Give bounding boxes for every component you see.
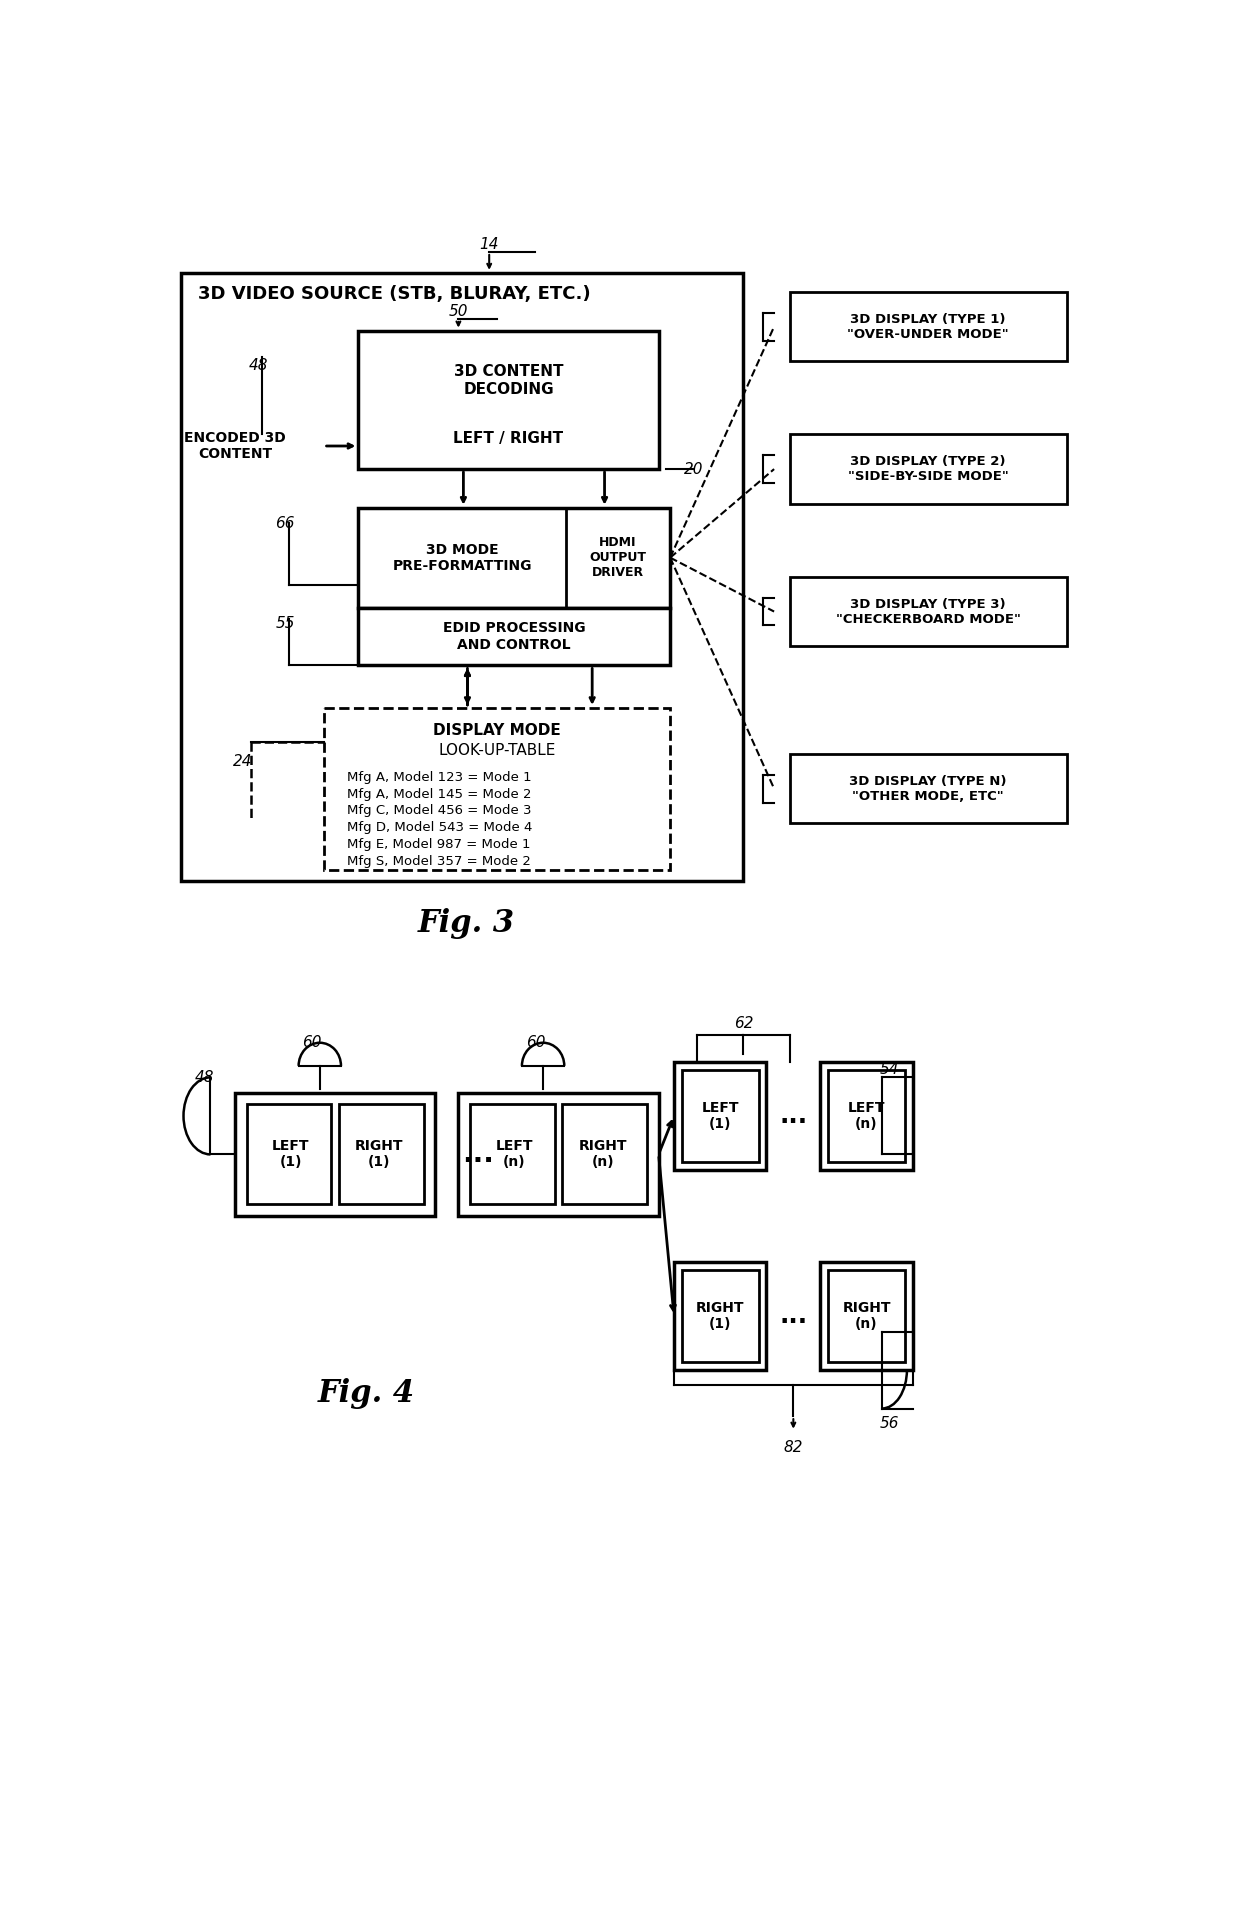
- Text: LEFT
(n): LEFT (n): [848, 1100, 885, 1131]
- Text: RIGHT
(n): RIGHT (n): [842, 1302, 890, 1331]
- Text: 3D VIDEO SOURCE (STB, BLURAY, ETC.): 3D VIDEO SOURCE (STB, BLURAY, ETC.): [198, 286, 591, 303]
- Text: Mfg C, Model 456 = Mode 3: Mfg C, Model 456 = Mode 3: [347, 804, 531, 818]
- Text: 24: 24: [233, 755, 253, 770]
- Bar: [828, 1269, 905, 1363]
- Text: 48: 48: [248, 357, 268, 372]
- Bar: [324, 708, 670, 870]
- Bar: [675, 1062, 766, 1169]
- Text: 66: 66: [275, 515, 295, 530]
- Text: 54: 54: [880, 1062, 899, 1077]
- Text: 3D DISPLAY (TYPE N)
"OTHER MODE, ETC": 3D DISPLAY (TYPE N) "OTHER MODE, ETC": [849, 774, 1007, 803]
- Text: EDID PROCESSING
AND CONTROL: EDID PROCESSING AND CONTROL: [443, 622, 585, 651]
- Text: LEFT
(1): LEFT (1): [702, 1100, 739, 1131]
- Text: 20: 20: [683, 461, 703, 476]
- Bar: [563, 1104, 647, 1204]
- Text: Mfg D, Model 543 = Mode 4: Mfg D, Model 543 = Mode 4: [347, 822, 532, 835]
- Text: 55: 55: [275, 616, 295, 630]
- Text: 62: 62: [734, 1016, 753, 1031]
- Text: 60: 60: [526, 1035, 546, 1050]
- Text: Fig. 4: Fig. 4: [317, 1379, 414, 1409]
- Bar: [459, 1092, 658, 1215]
- Text: LOOK-UP-TABLE: LOOK-UP-TABLE: [438, 743, 556, 758]
- Text: 48: 48: [195, 1069, 215, 1085]
- Text: LEFT
(1): LEFT (1): [272, 1139, 310, 1169]
- Text: LEFT / RIGHT: LEFT / RIGHT: [454, 430, 563, 445]
- Text: Mfg A, Model 123 = Mode 1: Mfg A, Model 123 = Mode 1: [347, 770, 532, 783]
- Bar: [358, 330, 658, 468]
- Bar: [470, 1104, 554, 1204]
- Bar: [236, 1092, 435, 1215]
- Text: Fig. 3: Fig. 3: [418, 908, 515, 939]
- Text: DISPLAY MODE: DISPLAY MODE: [433, 724, 560, 739]
- Bar: [358, 609, 670, 666]
- Text: 60: 60: [303, 1035, 322, 1050]
- Bar: [790, 434, 1066, 503]
- Bar: [181, 273, 743, 881]
- Bar: [247, 1104, 331, 1204]
- Bar: [790, 755, 1066, 824]
- Text: ...: ...: [461, 1140, 494, 1169]
- Bar: [358, 507, 670, 609]
- Text: 3D CONTENT
DECODING: 3D CONTENT DECODING: [454, 365, 563, 397]
- Bar: [790, 576, 1066, 647]
- Bar: [821, 1062, 913, 1169]
- Bar: [675, 1261, 766, 1371]
- Text: ...: ...: [779, 1304, 807, 1329]
- Text: Mfg E, Model 987 = Mode 1: Mfg E, Model 987 = Mode 1: [347, 839, 531, 851]
- Text: 56: 56: [880, 1417, 899, 1432]
- Text: 3D MODE
PRE-FORMATTING: 3D MODE PRE-FORMATTING: [393, 543, 532, 572]
- Text: ENCODED 3D
CONTENT: ENCODED 3D CONTENT: [185, 430, 286, 461]
- Text: RIGHT
(n): RIGHT (n): [579, 1139, 627, 1169]
- Bar: [682, 1069, 759, 1162]
- Text: Mfg A, Model 145 = Mode 2: Mfg A, Model 145 = Mode 2: [347, 787, 531, 801]
- Text: 3D DISPLAY (TYPE 1)
"OVER-UNDER MODE": 3D DISPLAY (TYPE 1) "OVER-UNDER MODE": [847, 313, 1009, 340]
- Bar: [790, 292, 1066, 361]
- Text: 14: 14: [480, 236, 498, 252]
- Text: 3D DISPLAY (TYPE 3)
"CHECKERBOARD MODE": 3D DISPLAY (TYPE 3) "CHECKERBOARD MODE": [836, 597, 1021, 626]
- Text: 3D DISPLAY (TYPE 2)
"SIDE-BY-SIDE MODE": 3D DISPLAY (TYPE 2) "SIDE-BY-SIDE MODE": [848, 455, 1008, 484]
- Text: RIGHT
(1): RIGHT (1): [355, 1139, 404, 1169]
- Text: ...: ...: [779, 1104, 807, 1127]
- Bar: [682, 1269, 759, 1363]
- Bar: [339, 1104, 424, 1204]
- Text: Mfg S, Model 357 = Mode 2: Mfg S, Model 357 = Mode 2: [347, 854, 531, 868]
- Text: HDMI
OUTPUT
DRIVER: HDMI OUTPUT DRIVER: [589, 536, 646, 580]
- Text: 50: 50: [449, 303, 469, 319]
- Bar: [828, 1069, 905, 1162]
- Text: LEFT
(n): LEFT (n): [496, 1139, 533, 1169]
- Text: 82: 82: [784, 1440, 804, 1455]
- Bar: [821, 1261, 913, 1371]
- Text: RIGHT
(1): RIGHT (1): [696, 1302, 744, 1331]
